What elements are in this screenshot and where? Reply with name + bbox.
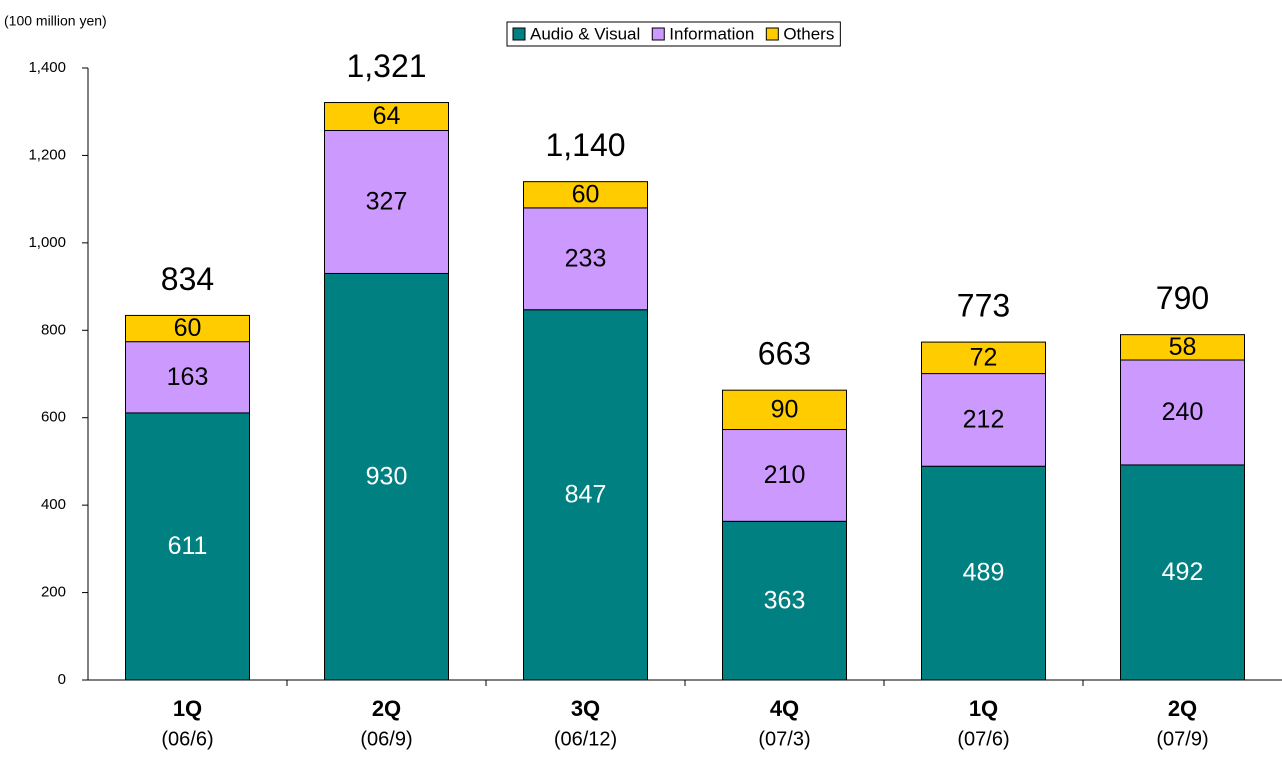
bar-segment xyxy=(1120,359,1245,466)
segment-label: 212 xyxy=(963,406,1005,434)
segment-label: 90 xyxy=(771,395,799,423)
bar-segment xyxy=(125,412,250,681)
segment-label: 60 xyxy=(174,314,202,342)
x-sub-label: (07/6) xyxy=(957,728,1009,750)
y-tick-label: 600 xyxy=(41,409,66,426)
bar-segment xyxy=(921,341,1046,375)
legend-swatch xyxy=(512,27,526,41)
x-tick-label: 3Q xyxy=(571,696,600,721)
x-tick-label: 1Q xyxy=(969,696,998,721)
y-tick-label: 800 xyxy=(41,321,66,338)
segment-label: 492 xyxy=(1162,558,1204,586)
x-sub-label: (06/9) xyxy=(360,728,412,750)
y-tick-label: 200 xyxy=(41,584,66,601)
segment-label: 58 xyxy=(1169,333,1197,361)
y-tick-label: 1,000 xyxy=(28,234,66,251)
x-tick-label: 4Q xyxy=(770,696,799,721)
segment-label: 847 xyxy=(565,480,607,508)
segment-label: 363 xyxy=(764,586,806,614)
segment-label: 489 xyxy=(963,559,1005,587)
x-tick-label: 1Q xyxy=(173,696,202,721)
bar-segment xyxy=(1120,334,1245,361)
total-label: 773 xyxy=(957,288,1010,324)
bar-segment xyxy=(125,341,250,414)
bar-segment xyxy=(324,102,449,132)
segment-label: 233 xyxy=(565,244,607,272)
segment-label: 240 xyxy=(1162,398,1204,426)
bar-segment xyxy=(921,373,1046,467)
bar-segment xyxy=(324,130,449,274)
bar-segment xyxy=(523,207,648,311)
legend-label: Information xyxy=(669,24,754,43)
bar-segment xyxy=(722,520,847,681)
bar-segment xyxy=(523,181,648,209)
segment-label: 64 xyxy=(373,102,401,130)
bar-segment xyxy=(722,389,847,431)
bar-segment xyxy=(125,314,250,343)
x-sub-label: (06/6) xyxy=(161,728,213,750)
bar-segment xyxy=(722,429,847,522)
x-sub-label: (06/12) xyxy=(554,728,617,750)
y-axis-label: (100 million yen) xyxy=(4,13,107,29)
legend-box xyxy=(506,21,841,47)
total-label: 1,321 xyxy=(346,48,426,84)
legend-swatch xyxy=(765,27,779,41)
x-sub-label: (07/3) xyxy=(758,728,810,750)
total-label: 790 xyxy=(1156,280,1209,316)
x-tick-label: 2Q xyxy=(1168,696,1197,721)
x-tick-label: 2Q xyxy=(372,696,401,721)
legend-label: Audio & Visual xyxy=(530,24,640,43)
y-tick-label: 400 xyxy=(41,496,66,513)
total-label: 663 xyxy=(758,336,811,372)
bar-segment xyxy=(324,272,449,681)
segment-label: 163 xyxy=(167,363,209,391)
legend-label: Others xyxy=(783,24,834,43)
y-tick-label: 1,200 xyxy=(28,146,66,163)
segment-label: 930 xyxy=(366,462,408,490)
segment-label: 327 xyxy=(366,188,408,216)
total-label: 834 xyxy=(161,261,214,297)
segment-label: 72 xyxy=(970,343,998,371)
x-sub-label: (07/9) xyxy=(1156,728,1208,750)
segment-label: 611 xyxy=(168,532,208,560)
y-tick-label: 1,400 xyxy=(28,59,66,76)
legend-swatch xyxy=(651,27,665,41)
total-label: 1,140 xyxy=(545,127,625,163)
y-tick-label: 0 xyxy=(58,671,66,688)
bar-segment xyxy=(1120,464,1245,681)
segment-label: 60 xyxy=(572,180,600,208)
bar-segment xyxy=(921,465,1046,681)
segment-label: 210 xyxy=(764,461,806,489)
